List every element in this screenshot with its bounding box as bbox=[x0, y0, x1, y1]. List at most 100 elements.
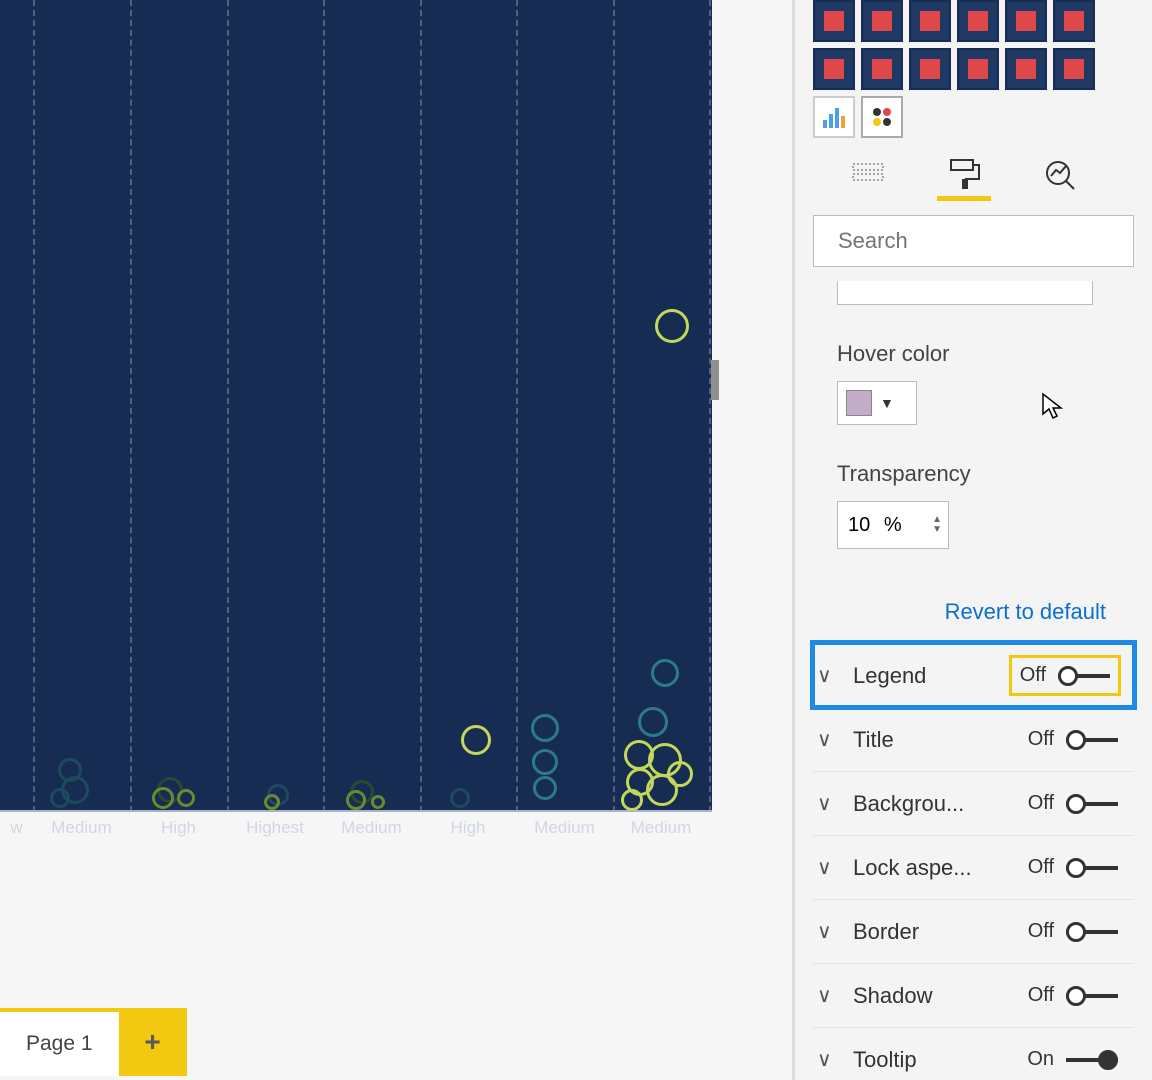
data-point-bubble[interactable] bbox=[50, 788, 70, 808]
viz-tile[interactable] bbox=[813, 0, 855, 42]
format-section-row[interactable]: ∨LegendOff bbox=[813, 643, 1134, 707]
data-point-bubble[interactable] bbox=[371, 795, 385, 809]
add-page-button[interactable]: + bbox=[119, 1008, 187, 1076]
data-point-bubble[interactable] bbox=[655, 309, 689, 343]
chevron-down-icon: ∨ bbox=[817, 791, 841, 816]
color-swatch bbox=[846, 390, 872, 416]
x-axis-label: High bbox=[130, 812, 227, 845]
chevron-down-icon: ∨ bbox=[817, 919, 841, 944]
data-point-bubble[interactable] bbox=[651, 659, 679, 687]
chevron-down-icon: ∨ bbox=[817, 663, 841, 688]
data-point-bubble[interactable] bbox=[531, 714, 559, 742]
page-tab-1[interactable]: Page 1 bbox=[0, 1008, 119, 1076]
format-section-row[interactable]: ∨ Shadow Off bbox=[813, 963, 1134, 1027]
viz-tile[interactable] bbox=[909, 0, 951, 42]
hover-color-section: Hover color ▼ bbox=[813, 341, 1134, 425]
format-section-label: Lock aspe... bbox=[853, 855, 1016, 881]
gridline bbox=[323, 0, 325, 812]
viz-tile[interactable] bbox=[1005, 0, 1047, 42]
toggle-switch[interactable] bbox=[1066, 986, 1118, 1006]
toggle-state-label: Off bbox=[1028, 984, 1054, 1007]
gridline bbox=[709, 0, 711, 812]
viz-tile[interactable] bbox=[813, 96, 855, 138]
transparency-label: Transparency bbox=[837, 461, 1134, 487]
viz-tile[interactable] bbox=[909, 48, 951, 90]
format-section-row[interactable]: ∨TitleOff bbox=[813, 707, 1134, 771]
viz-tile[interactable] bbox=[1053, 0, 1095, 42]
format-section-label: Backgrou... bbox=[853, 791, 1016, 817]
toggle-switch[interactable] bbox=[1066, 922, 1118, 942]
format-tab[interactable] bbox=[937, 158, 991, 201]
x-axis-labels: wMediumHighHighestMediumHighMediumMedium bbox=[0, 812, 712, 845]
prev-setting-box-partial bbox=[837, 281, 1093, 305]
data-point-bubble[interactable] bbox=[177, 789, 195, 807]
page-tabs: Page 1 + bbox=[0, 1008, 187, 1076]
format-section-label: Title bbox=[853, 727, 1016, 753]
analytics-tab[interactable] bbox=[1033, 158, 1087, 201]
data-point-bubble[interactable] bbox=[450, 788, 470, 808]
app-root: wMediumHighHighestMediumHighMediumMedium… bbox=[0, 0, 1152, 1080]
toggle-state-label: Off bbox=[1028, 856, 1054, 879]
hover-color-label: Hover color bbox=[837, 341, 1134, 367]
fields-tab[interactable] bbox=[841, 160, 895, 199]
toggle-switch[interactable] bbox=[1066, 858, 1118, 878]
data-point-bubble[interactable] bbox=[346, 790, 366, 810]
format-section-label: Border bbox=[853, 919, 1016, 945]
x-axis-label: Medium bbox=[613, 812, 709, 845]
data-point-bubble[interactable] bbox=[621, 789, 643, 811]
x-axis-label: Medium bbox=[323, 812, 420, 845]
data-point-bubble[interactable] bbox=[58, 758, 82, 782]
viz-tile[interactable] bbox=[861, 48, 903, 90]
viz-tile[interactable] bbox=[1053, 48, 1095, 90]
viz-tile[interactable] bbox=[813, 48, 855, 90]
toggle-switch[interactable] bbox=[1058, 666, 1110, 686]
toggle-state-label: Off bbox=[1020, 664, 1046, 687]
selection-resize-handle[interactable] bbox=[711, 360, 719, 400]
gridline bbox=[33, 0, 35, 812]
format-section-row[interactable]: ∨ Border Off bbox=[813, 899, 1134, 963]
chevron-down-icon: ∨ bbox=[817, 855, 841, 880]
gridline bbox=[130, 0, 132, 812]
data-point-bubble[interactable] bbox=[461, 725, 491, 755]
hover-color-picker[interactable]: ▼ bbox=[837, 381, 917, 425]
toggle-wrap: Off bbox=[1028, 920, 1118, 943]
search-input[interactable] bbox=[838, 228, 1126, 254]
format-section-row[interactable]: ∨TooltipOn bbox=[813, 1027, 1134, 1080]
visualizations-panel: Hover color ▼ Transparency 10 % ▲▼ Rever… bbox=[792, 0, 1152, 1080]
viz-tile[interactable] bbox=[861, 96, 903, 138]
transparency-input[interactable]: 10 % ▲▼ bbox=[837, 501, 949, 549]
format-search[interactable] bbox=[813, 215, 1134, 267]
toggle-switch[interactable] bbox=[1066, 730, 1118, 750]
gridline bbox=[516, 0, 518, 812]
viz-tile[interactable] bbox=[957, 0, 999, 42]
chevron-down-icon: ∨ bbox=[817, 983, 841, 1008]
data-point-bubble[interactable] bbox=[532, 749, 558, 775]
viz-tile[interactable] bbox=[861, 0, 903, 42]
data-point-bubble[interactable] bbox=[152, 787, 174, 809]
data-point-bubble[interactable] bbox=[667, 761, 693, 787]
format-pane-tabs bbox=[813, 158, 1134, 201]
x-axis-label: Highest bbox=[227, 812, 323, 845]
gridline bbox=[420, 0, 422, 812]
format-section-row[interactable]: ∨ Backgrou... Off bbox=[813, 771, 1134, 835]
toggle-switch[interactable] bbox=[1066, 794, 1118, 814]
toggle-state-label: Off bbox=[1028, 920, 1054, 943]
toggle-wrap: On bbox=[1027, 1048, 1118, 1071]
data-point-bubble[interactable] bbox=[533, 776, 557, 800]
x-axis-label: Medium bbox=[516, 812, 613, 845]
toggle-wrap: Off bbox=[1012, 658, 1118, 693]
scatter-chart[interactable]: wMediumHighHighestMediumHighMediumMedium bbox=[0, 0, 752, 845]
format-section-row[interactable]: ∨ Lock aspe... Off bbox=[813, 835, 1134, 899]
x-axis-label: Medium bbox=[33, 812, 130, 845]
viz-tile[interactable] bbox=[957, 48, 999, 90]
viz-tile[interactable] bbox=[1005, 48, 1047, 90]
toggle-wrap: Off bbox=[1028, 792, 1118, 815]
data-point-bubble[interactable] bbox=[264, 794, 280, 810]
revert-to-default-link[interactable]: Revert to default bbox=[813, 599, 1134, 625]
data-point-bubble[interactable] bbox=[638, 707, 668, 737]
number-spinner[interactable]: ▲▼ bbox=[932, 515, 942, 535]
format-section-label: Tooltip bbox=[853, 1047, 1015, 1073]
toggle-switch[interactable] bbox=[1066, 1050, 1118, 1070]
plus-icon: + bbox=[144, 1026, 160, 1058]
format-section-label: Shadow bbox=[853, 983, 1016, 1009]
